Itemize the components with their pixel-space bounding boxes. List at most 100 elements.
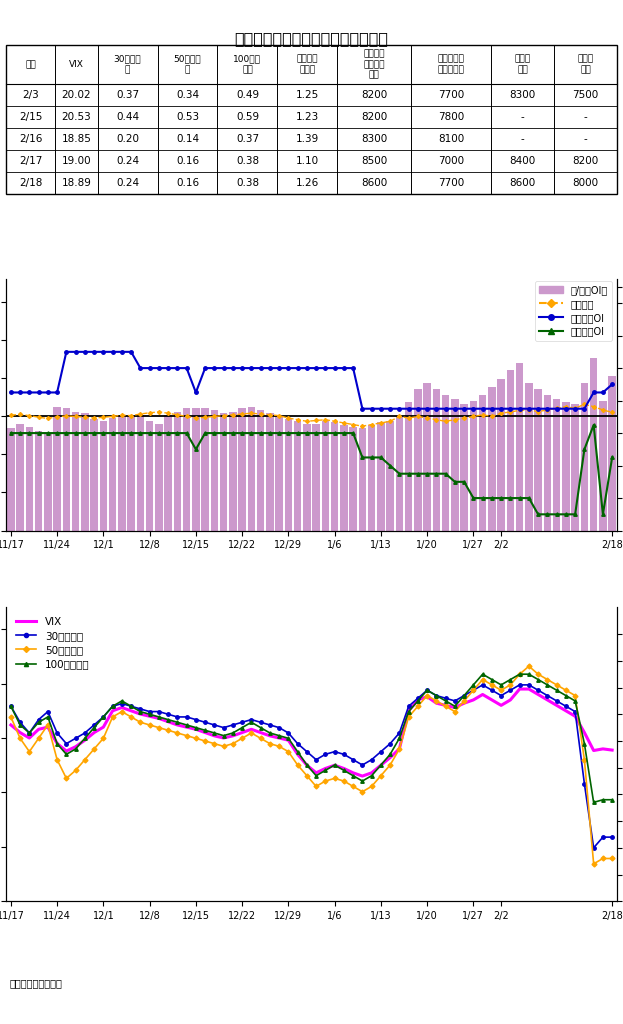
Bar [442,394,449,568]
Text: 1.10: 1.10 [296,156,319,166]
Bar [266,413,273,568]
Text: 選擇權波動率指數與賣買權未平倉比: 選擇權波動率指數與賣買權未平倉比 [234,31,389,46]
Text: 0.16: 0.16 [176,178,199,188]
Text: 0.24: 0.24 [116,178,139,188]
Bar [414,389,422,568]
Text: 1.23: 1.23 [296,112,319,122]
Bar [331,422,338,568]
Bar [201,409,209,568]
Text: 0.16: 0.16 [176,156,199,166]
Bar [109,418,117,568]
Text: 7700: 7700 [438,90,464,99]
Bar [81,413,88,568]
Bar [516,362,523,568]
Text: 買權最大
未平倉履
約價: 買權最大 未平倉履 約價 [363,49,385,79]
Text: 日期: 日期 [26,59,36,69]
Bar [368,425,375,568]
Text: 18.89: 18.89 [62,178,92,188]
Bar [488,387,495,568]
Bar [44,434,52,568]
Text: -: - [521,134,525,143]
Bar [100,421,107,568]
Bar [63,409,70,568]
Text: 0.20: 0.20 [116,134,139,143]
Text: 0.59: 0.59 [236,112,259,122]
Text: 0.14: 0.14 [176,134,199,143]
Bar [424,383,431,568]
Text: 賣權最大未
平倉履約價: 賣權最大未 平倉履約價 [438,54,465,74]
Bar [544,394,551,568]
Bar [136,415,144,568]
Bar [386,421,394,568]
Bar [54,407,61,568]
Text: 100日百
分位: 100日百 分位 [234,54,262,74]
Text: 1.39: 1.39 [296,134,319,143]
Bar [405,402,412,568]
Bar [164,415,172,568]
Bar [275,415,283,568]
Bar [16,424,24,568]
Text: 2/18: 2/18 [19,178,42,188]
Bar [553,399,560,568]
Text: 2/3: 2/3 [22,90,39,99]
Text: VIX: VIX [69,59,84,69]
Bar [35,431,42,568]
Text: 週賣權
最大: 週賣權 最大 [578,54,594,74]
Bar [451,399,459,568]
Legend: 賣/買權OI比, 加權指數, 買權最大OI, 賣權最大OI: 賣/買權OI比, 加權指數, 買權最大OI, 賣權最大OI [535,281,612,341]
Text: 8200: 8200 [361,90,388,99]
Bar [609,377,616,568]
Text: 7000: 7000 [438,156,464,166]
Bar [7,428,14,568]
Text: 7500: 7500 [573,90,599,99]
Bar [359,428,366,568]
Bar [525,383,533,568]
Bar [257,410,264,568]
Bar [26,427,33,568]
Text: -: - [584,134,587,143]
Bar [192,409,199,568]
Bar [433,389,440,568]
Bar [128,416,135,568]
Bar [321,421,329,568]
Text: 0.37: 0.37 [236,134,259,143]
Bar [211,410,218,568]
Text: 1.26: 1.26 [296,178,319,188]
Bar [174,412,181,568]
Bar [340,425,348,568]
Bar [229,412,237,568]
Bar [146,421,153,568]
Text: 7700: 7700 [438,178,464,188]
Text: 週買權
最大: 週買權 最大 [515,54,531,74]
Bar [350,427,357,568]
Bar [6,45,617,194]
Text: 0.53: 0.53 [176,112,199,122]
Bar [460,403,468,568]
Text: 19.00: 19.00 [62,156,91,166]
Bar [571,403,579,568]
Bar [239,409,246,568]
Text: -: - [521,112,525,122]
Text: 2/15: 2/15 [19,112,42,122]
Bar [303,424,311,568]
Text: 8000: 8000 [573,178,599,188]
Bar [72,412,79,568]
Text: 20.02: 20.02 [62,90,91,99]
Bar [470,400,477,568]
Text: 0.38: 0.38 [236,178,259,188]
Text: 7800: 7800 [438,112,464,122]
Text: 0.34: 0.34 [176,90,199,99]
Text: 8600: 8600 [361,178,388,188]
Text: 0.44: 0.44 [116,112,139,122]
Text: 0.38: 0.38 [236,156,259,166]
Bar [535,389,542,568]
Text: 50日百分
位: 50日百分 位 [174,54,201,74]
Text: 8500: 8500 [361,156,388,166]
Bar [599,400,607,568]
Text: -: - [584,112,587,122]
Bar [377,422,384,568]
Bar [155,424,163,568]
Bar [590,358,597,568]
Text: 8600: 8600 [510,178,536,188]
Bar [294,421,302,568]
